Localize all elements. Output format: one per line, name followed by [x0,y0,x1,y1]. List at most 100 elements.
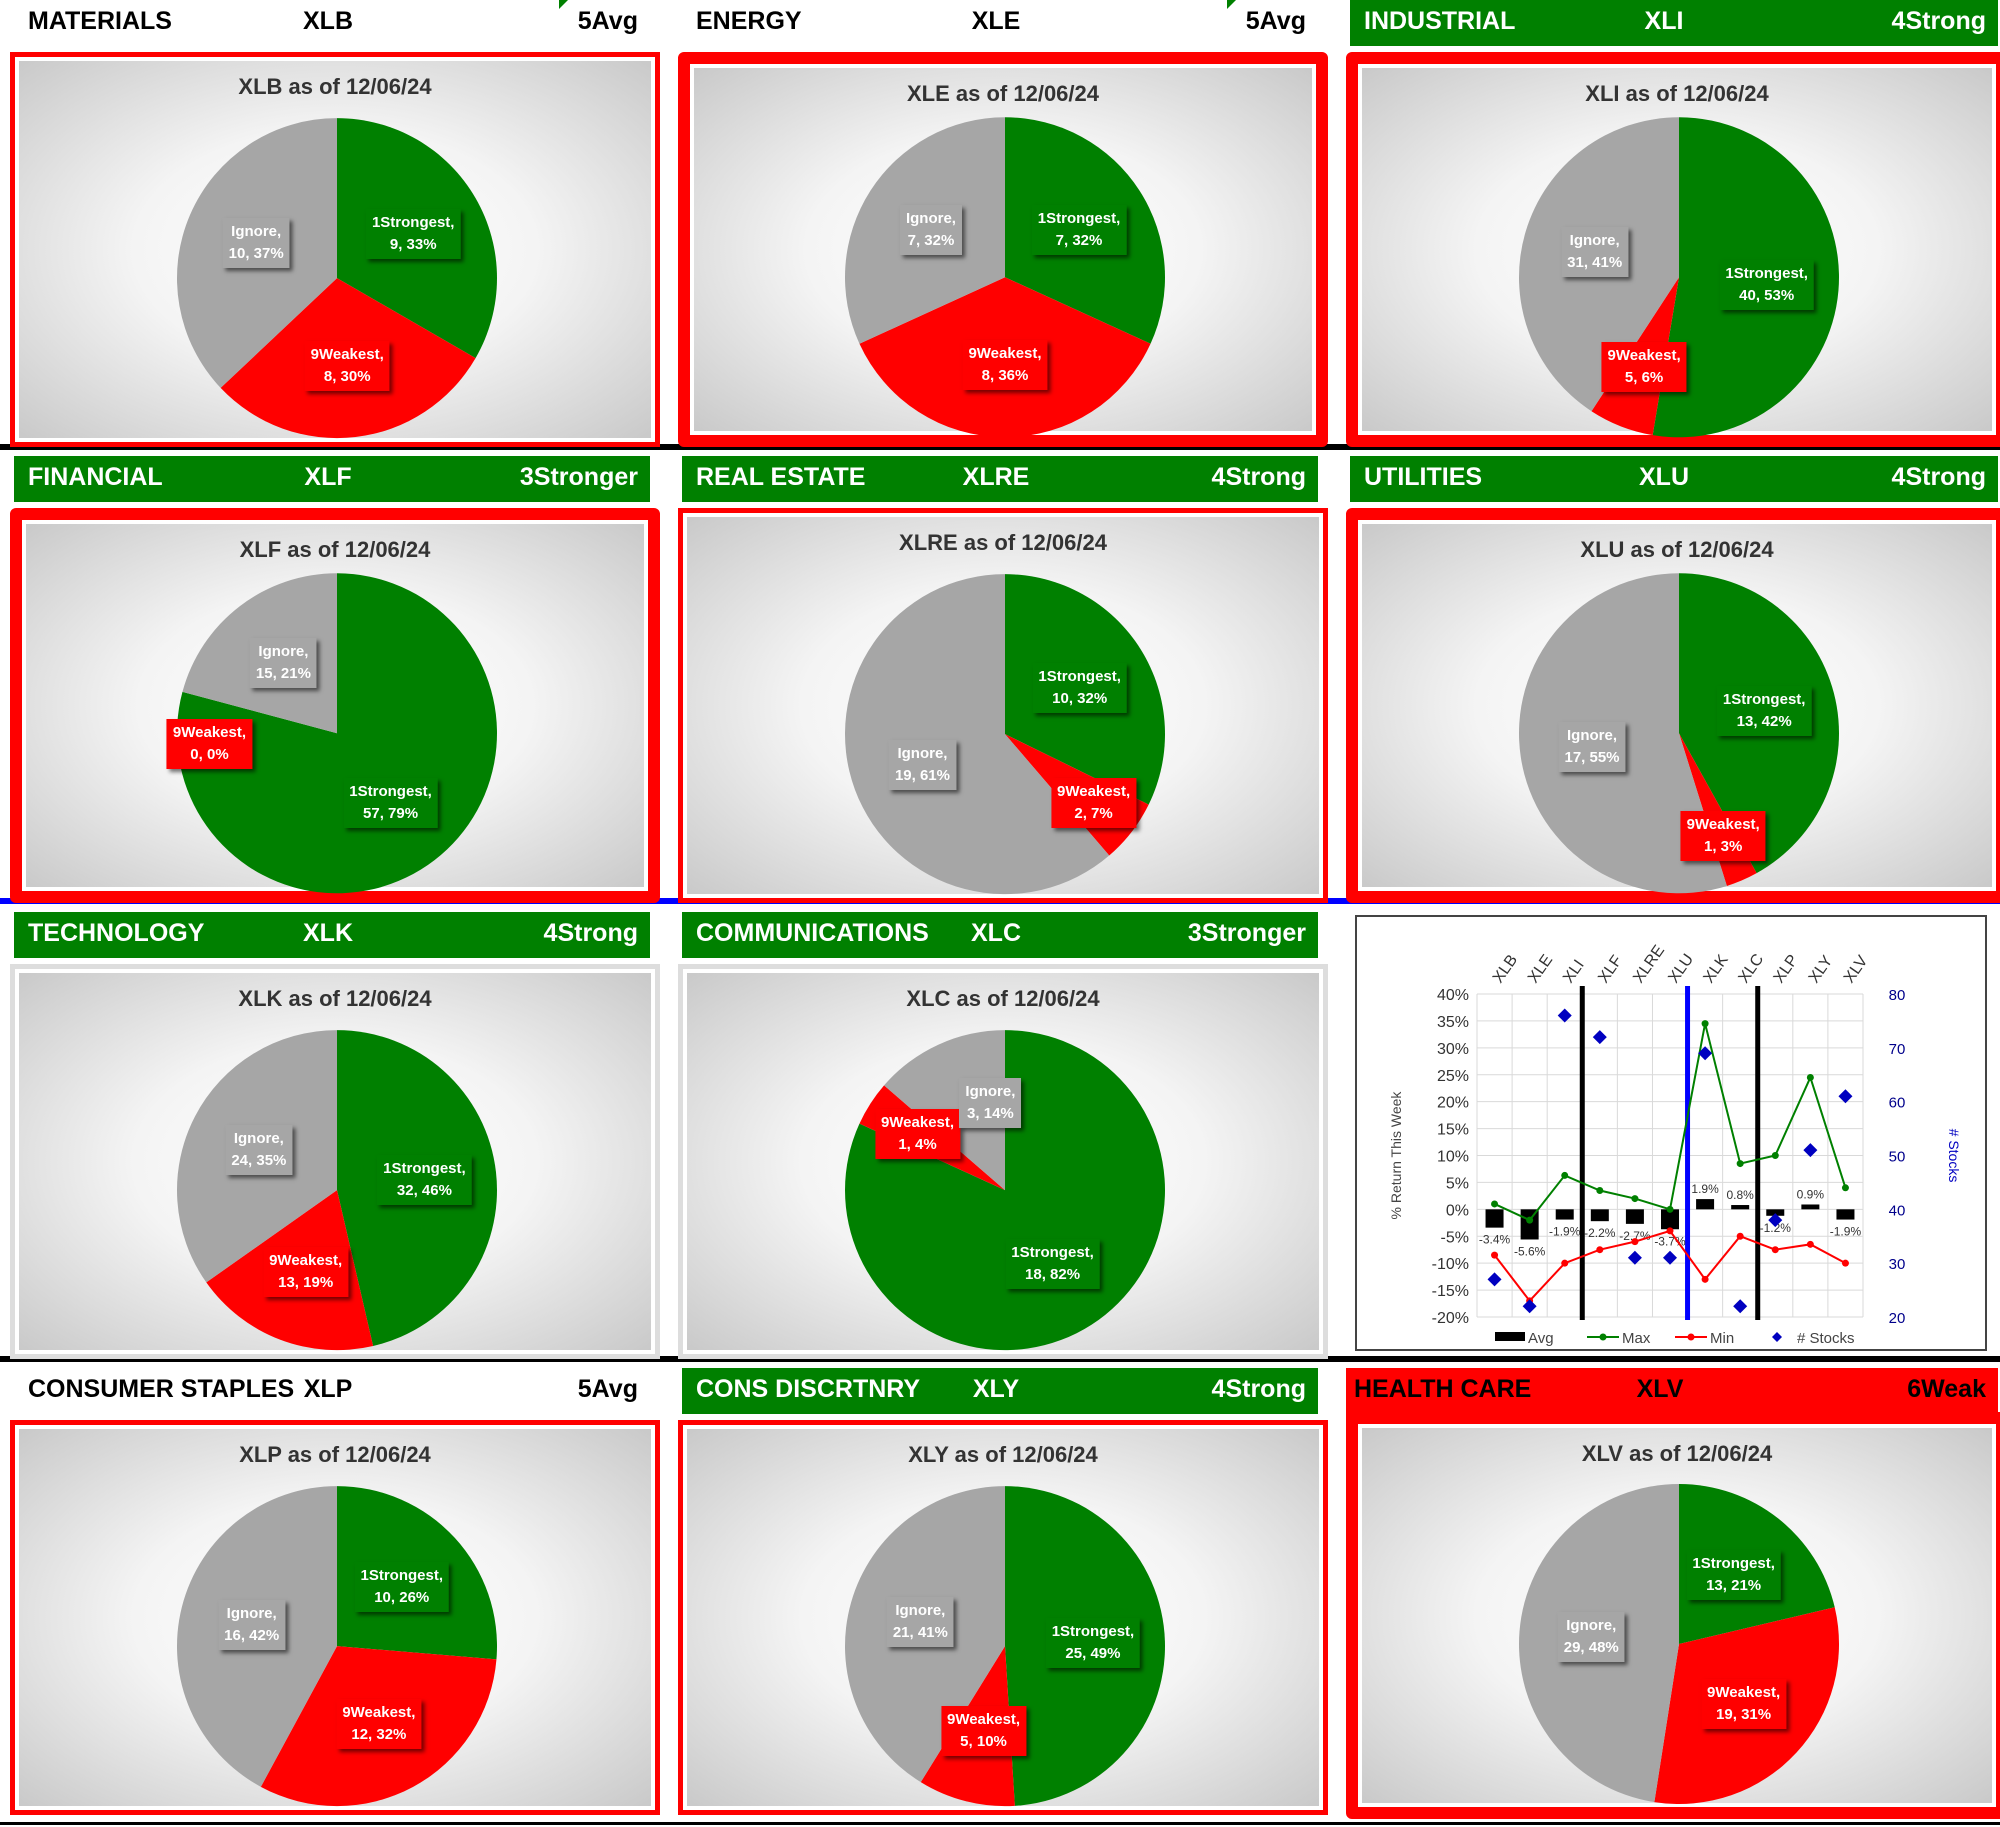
slice-label-value: 10, 32% [1052,689,1108,707]
sector-rating: 5Avg [1245,7,1306,35]
sector-panel-industrial: INDUSTRIAL XLI 4Strong XLI as of 12/06/2… [1336,0,2000,456]
slice-label-weakest: 9Weakest, 2, 7% [1051,777,1137,828]
sector-name: TECHNOLOGY [28,919,205,947]
series-point-max [1771,1152,1779,1159]
slice-label-name: 1Strongest, [1037,209,1121,227]
y2-tick-label: 80 [1889,987,1906,1004]
y2-tick-label: 30 [1889,1256,1906,1273]
slice-label-weakest: 9Weakest, 0, 0% [166,719,253,770]
sector-panel-communications: COMMUNICATIONS XLC 3Stronger XLC as of 1… [668,912,1336,1368]
x-category-label: XLK [1700,952,1731,987]
slice-label-value: 19, 31% [1716,1705,1772,1723]
slice-label-name: 9Weakest, [172,724,247,742]
slice-label-value: 5, 6% [1624,368,1664,386]
slice-label-weakest: 9Weakest, 8, 30% [304,340,390,391]
sector-header: HEALTH CARE XLV 6Weak [1346,1368,1998,1414]
pie-chart-frame: XLV as of 12/06/24 1Strongest, 13, 21% 9We… [1346,1412,2000,1819]
sector-rating: 5Avg [577,7,638,35]
slice-label-value: 24, 35% [231,1151,287,1169]
avg-data-label: -2.2% [1584,1226,1616,1240]
slice-label-weakest: 9Weakest, 8, 36% [962,340,1048,391]
pie-title: XLP as of 12/06/24 [239,1442,431,1467]
sector-header: FINANCIAL XLF 3Stronger [14,456,650,502]
slice-label-value: 25, 49% [1065,1645,1121,1663]
slice-label-name: 9Weakest, [968,345,1042,363]
y-tick-label: 35% [1437,1014,1469,1031]
sector-name: FINANCIAL [28,463,163,491]
comment-marker-icon [559,0,568,9]
sector-name: COMMUNICATIONS [696,919,929,947]
slice-label-strongest: 1Strongest, 9, 33% [365,209,461,260]
sector-header: COMMUNICATIONS XLC 3Stronger [682,912,1318,958]
avg-bar [1836,1209,1855,1220]
pie-chart-frame: XLP as of 12/06/24 1Strongest, 10, 26% 9We… [10,1420,660,1815]
avg-data-label: -1.9% [1830,1225,1862,1239]
sector-rating: 4Strong [1211,463,1306,491]
pie-chart-frame: XLU as of 12/06/24 1Strongest, 13, 42% 9We… [1346,508,2000,903]
sector-panel-energy: ENERGY XLE 5Avg XLE as of 12/06/24 1Stro… [668,0,1336,456]
stocks-marker [1838,1089,1853,1104]
slice-label-weakest: 9Weakest, 5, 6% [1601,341,1687,392]
sector-ticker: XLK [303,919,353,947]
slice-label-name: 9Weakest, [1707,1683,1781,1701]
slice-label-ignore: Ignore, 19, 61% [888,739,956,790]
series-point-min [1561,1259,1569,1267]
sector-name: HEALTH CARE [1354,1375,1532,1403]
sector-ticker: XLY [972,1375,1020,1403]
slice-label-strongest: 1Strongest, 7, 32% [1031,204,1127,255]
sector-ticker: XLF [304,463,352,491]
slice-label-strongest: 1Strongest, 13, 42% [1716,686,1812,737]
sector-header: CONSUMER STAPLES XLP 5Avg [14,1368,650,1414]
row-separator-1 [0,444,2000,450]
stocks-marker [1592,1030,1607,1045]
slice-label-weakest: 9Weakest, 1, 4% [874,1108,961,1159]
avg-bar [1661,1209,1679,1230]
y2-tick-label: 60 [1889,1095,1906,1112]
row-separator-3 [0,1356,2000,1362]
slice-label-weakest: 9Weakest, 12, 32% [336,1698,422,1749]
sector-panel-utilities: UTILITIES XLU 4Strong XLU as of 12/06/24… [1336,456,2000,912]
stocks-marker [1627,1250,1642,1265]
pie-chart-frame: XLF as of 12/06/24 1Strongest, 57, 79% 9We… [10,508,660,903]
y2-tick-label: 50 [1889,1149,1906,1166]
pie-chart [176,573,497,894]
series-point-min [1736,1232,1744,1240]
slice-label-name: Ignore, [233,1129,284,1147]
slice-label-ignore: Ignore, 29, 48% [1557,1612,1625,1663]
sector-name: MATERIALS [28,7,172,35]
stocks-marker [1698,1046,1713,1061]
slice-label-value: 18, 82% [1025,1266,1081,1284]
x-category-label: XLV [1841,952,1872,986]
avg-data-label: 0.9% [1797,1187,1825,1201]
slice-label-ignore: Ignore, 21, 41% [886,1597,954,1648]
avg-bar [1625,1209,1644,1224]
slice-label-ignore: Ignore, 16, 42% [218,1599,286,1650]
sector-panel-real-estate: REAL ESTATE XLRE 4Strong XLRE as of 12/0… [668,456,1336,912]
sector-name: CONS DISCRTNRY [696,1375,921,1403]
slice-label-name: Ignore, [905,209,956,227]
slice-label-value: 13, 19% [278,1274,334,1292]
slice-label-name: Ignore, [231,223,282,241]
slice-label-name: Ignore, [897,744,948,762]
series-point-min [1841,1259,1849,1267]
avg-bar [1590,1209,1609,1222]
stocks-marker [1557,1008,1572,1023]
weekly-return-combo-chart: 40% 35% 30% 25% 20% 15% 10% 5% 0% -5% -10% -15% -20%… [1355,915,1987,1351]
slice-label-value: 9, 33% [389,236,437,254]
slice-label-strongest: 1Strongest, 13, 21% [1686,1549,1781,1600]
sector-panel-financial: FINANCIAL XLF 3Stronger XLF as of 12/06/… [0,456,668,912]
combo-chart-svg: 40% 35% 30% 25% 20% 15% 10% 5% 0% -5% -10% -15% -20%… [1388,942,1962,1347]
legend-label-min: Min [1710,1330,1734,1347]
stocks-marker [1803,1143,1818,1158]
pie-title: XLU as of 12/06/24 [1580,537,1774,562]
slice-label-name: Ignore, [895,1602,946,1620]
sector-name: CONSUMER STAPLES [28,1375,295,1403]
sector-rating: 4Strong [543,919,638,947]
slice-label-strongest: 1Strongest, 10, 32% [1032,662,1127,713]
series-point-max [1736,1160,1744,1168]
slice-label-ignore: Ignore, 7, 32% [899,204,962,255]
series-point-max [1561,1171,1569,1179]
pie-plot-area: XLI as of 12/06/24 1Strongest, 40, 53% 9We… [1362,68,1992,438]
y2-axis-title: # Stocks [1946,1129,1962,1183]
slice-label-name: 1Strongest, [1051,1623,1135,1641]
